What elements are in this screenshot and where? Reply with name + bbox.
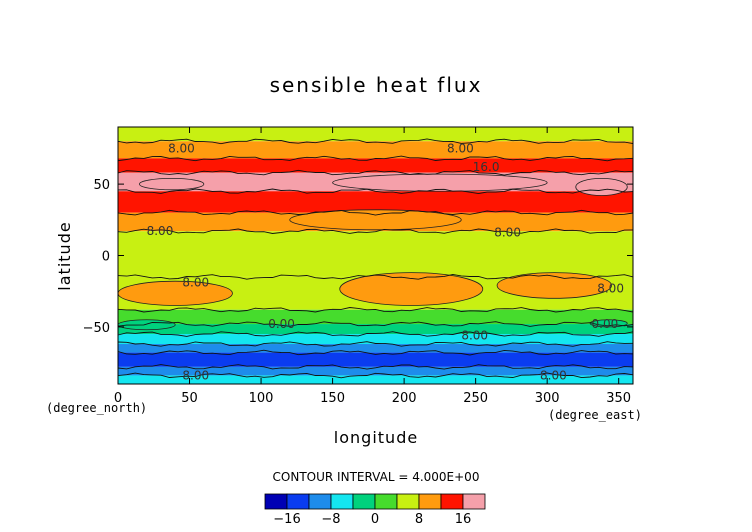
contour-label-4: 8.00	[494, 226, 521, 240]
contour-label-3: 8.00	[147, 224, 174, 238]
zonal-band-10	[118, 334, 633, 345]
colorbar-tick-label-3: 8	[415, 512, 423, 527]
colorbar-swatch-2	[308, 493, 332, 510]
contour-label-7: 0.00	[268, 317, 295, 331]
flux-patch-3	[289, 209, 462, 231]
y-axis-ticks: 50 0 −50	[83, 178, 633, 336]
flux-patch-4	[117, 280, 233, 306]
colorbar-swatch-5	[374, 493, 398, 510]
flux-patch-6	[496, 272, 612, 299]
y-axis-label: latitude	[55, 221, 74, 290]
colorbar-swatch-9	[462, 493, 486, 510]
x-axis-unit: (degree_east)	[548, 408, 642, 422]
contour-label-8: 0.00	[592, 317, 619, 331]
contour-label-9: 8.00	[461, 328, 488, 342]
zonal-band-8	[118, 309, 633, 325]
contour-line-4	[117, 209, 634, 216]
contour-line-3	[117, 188, 634, 195]
x-tick-label-1: 50	[181, 391, 198, 406]
y-tick-label-1: 0	[102, 250, 110, 265]
contour-line-0	[117, 138, 634, 145]
chart-title: sensible heat flux	[270, 73, 483, 97]
zonal-band-14	[118, 375, 633, 384]
contour-labels: 8.00 8.00 16.0 8.00 8.00 8.00 8.00 0.00 0.00 8.00…	[147, 141, 624, 382]
contour-label-1: 8.00	[447, 141, 474, 155]
y-tick-label-2: −50	[83, 321, 110, 336]
zonal-band-11	[118, 344, 633, 353]
x-tick-label-3: 150	[320, 391, 345, 406]
contour-line-5	[117, 228, 634, 234]
contour-line-6	[117, 274, 634, 280]
contour-line-10	[117, 341, 634, 347]
x-axis-label: longitude	[334, 428, 418, 447]
contour-lines	[117, 138, 634, 379]
contour-line-8	[117, 321, 634, 327]
x-tick-label-5: 250	[463, 391, 488, 406]
contour-line-2	[117, 169, 634, 176]
contour-label-10: 8.00	[182, 368, 209, 382]
colorbar	[264, 493, 486, 510]
colorbar-swatch-1	[286, 493, 310, 510]
contour-label-0: 8.00	[168, 141, 195, 155]
colorbar-tick-label-4: 16	[455, 512, 472, 527]
x-tick-label-7: 350	[606, 391, 631, 406]
contour-label-2: 16.0	[473, 160, 500, 174]
colorbar-swatch-6	[396, 493, 420, 510]
contour-line-11	[117, 349, 634, 356]
contour-label-5: 8.00	[182, 276, 209, 290]
colorbar-swatch-0	[264, 493, 288, 510]
x-tick-label-2: 100	[249, 391, 274, 406]
zonal-band-13	[118, 366, 633, 376]
contour-line-1	[117, 155, 634, 162]
zonal-band-1	[118, 141, 633, 159]
colorbar-swatch-7	[418, 493, 442, 510]
plot-field	[117, 127, 633, 384]
y-axis-unit: (degree_north)	[46, 401, 147, 415]
x-axis-ticks: 0 50 100 150 200 250 300 350	[114, 127, 631, 406]
colorbar-swatch-4	[352, 493, 376, 510]
zonal-band-2	[118, 158, 633, 173]
colorbar-swatch-8	[440, 493, 464, 510]
y-tick-label-0: 50	[93, 178, 110, 193]
flux-patch-1	[575, 177, 628, 196]
x-tick-label-6: 300	[535, 391, 560, 406]
flux-patch-2	[139, 178, 205, 191]
zonal-band-9	[118, 324, 633, 335]
contour-label-6: 8.00	[597, 281, 624, 295]
flux-patch-5	[339, 272, 484, 306]
contour-line-13	[117, 372, 634, 379]
x-tick-label-0: 0	[114, 391, 122, 406]
flux-patch-0	[332, 173, 548, 192]
x-tick-label-4: 200	[392, 391, 417, 406]
zonal-band-0	[118, 127, 633, 142]
colorbar-tick-label-0: −16	[273, 512, 300, 527]
colorbar-ticks: −16 −8 0 8 16	[273, 512, 471, 527]
contour-line-7	[117, 307, 634, 313]
contour-label-11: 8.00	[540, 368, 567, 382]
contour-line-9	[117, 331, 634, 337]
colorbar-swatch-3	[330, 493, 354, 510]
colorbar-tick-label-2: 0	[371, 512, 379, 527]
zonal-band-4	[118, 191, 633, 213]
zonal-band-12	[118, 352, 633, 367]
colorbar-tick-label-1: −8	[321, 512, 340, 527]
contour-line-12	[117, 364, 634, 370]
zonal-band-6	[118, 231, 633, 277]
contour-interval: CONTOUR INTERVAL = 4.000E+00	[273, 470, 480, 484]
